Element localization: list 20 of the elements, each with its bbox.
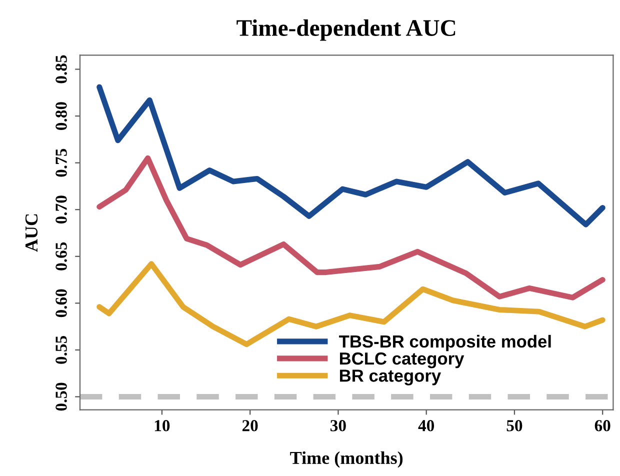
y-tick-label: 0.60: [56, 289, 67, 318]
x-tick-label: 10: [154, 420, 170, 432]
y-tick-label: 0.70: [56, 196, 67, 224]
y-tick-label: 0.75: [56, 148, 67, 177]
y-tick-label: 0.85: [56, 55, 67, 84]
x-tick-label: 50: [506, 420, 522, 432]
legend-label: TBS-BR composite model: [339, 334, 551, 352]
legend-label: BR category: [340, 370, 441, 386]
y-axis-title: AUC: [25, 214, 38, 252]
legend-label: BCLC category: [340, 352, 464, 368]
x-tick-label: 30: [330, 420, 346, 432]
x-axis-title: Time (months): [290, 451, 403, 468]
x-tick-label: 60: [594, 420, 610, 432]
y-tick-label: 0.80: [56, 102, 67, 130]
x-tick-label: 40: [418, 420, 434, 432]
y-tick-label: 0.65: [56, 242, 67, 270]
chart-title: Time-dependent AUC: [236, 19, 456, 41]
x-tick-label: 20: [242, 420, 258, 432]
y-tick-label: 0.55: [56, 336, 67, 364]
y-tick-label: 0.50: [56, 382, 67, 411]
